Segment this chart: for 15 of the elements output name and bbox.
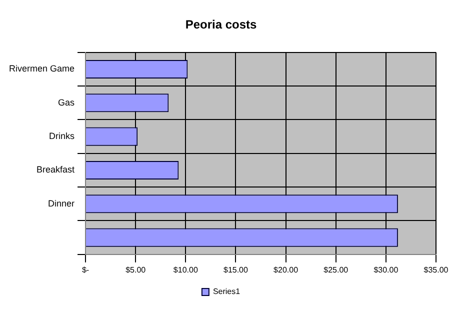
y-tick-label: Dinner [48,198,75,208]
y-tick-label: Drinks [49,131,76,142]
x-tick-label: $35.00 [424,265,449,274]
x-tick-label: $20.00 [274,265,299,274]
y-tick-label: Gas [58,97,76,108]
legend-label: Series1 [212,287,241,296]
x-tick-label: $10.00 [173,265,198,274]
y-tick-label: Rivermen Game [8,64,75,74]
x-tick-label: $- [82,265,90,274]
x-tick-label: $30.00 [374,265,399,274]
x-tick-label: $15.00 [223,265,249,274]
x-tick-label: $5.00 [126,265,146,274]
chart-title: Peoria costs [185,18,258,32]
y-tick-label: Breakfast [36,164,76,175]
x-tick-label: $25.00 [324,265,349,274]
